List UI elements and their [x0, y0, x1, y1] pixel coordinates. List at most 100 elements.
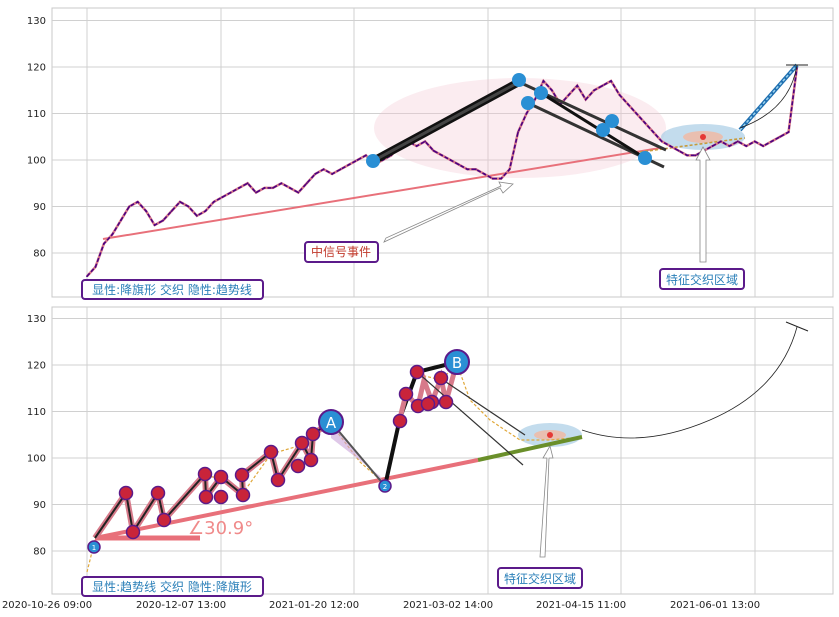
x-axis-tick-labels: 2020-10-26 09:00 2020-12-07 13:00 2021-01-… [2, 600, 760, 611]
y-tick-label: 80 [33, 249, 46, 260]
price-point [170, 210, 173, 213]
bottom-pattern-label-box: 显性:趋势线 交织 隐性:降旗形 [81, 576, 264, 597]
note-marker [156, 512, 172, 528]
top-trend-line [102, 147, 661, 240]
price-point [424, 140, 426, 143]
price-point [770, 140, 773, 143]
top-weave-zone-arrow [695, 146, 711, 263]
price-point [86, 275, 88, 278]
y-tick-label: 100 [27, 454, 46, 465]
price-point [195, 214, 198, 217]
flag-upper-rail-bottom [439, 377, 526, 436]
price-point [229, 191, 232, 194]
note-marker [433, 370, 449, 386]
flag-lower-rail-bottom [416, 371, 524, 466]
price-point [221, 196, 224, 199]
top-panel: 80 90 100 110 120 130 [27, 7, 834, 300]
price-point [593, 89, 596, 92]
price-point [736, 140, 739, 143]
price-point [753, 140, 756, 143]
y-tick-label: 110 [27, 407, 46, 418]
note-marker [294, 435, 310, 451]
price-point [356, 159, 359, 161]
price-point [153, 224, 156, 227]
note-marker [270, 472, 286, 488]
signal-event-arrow [383, 181, 514, 243]
flag-marker-end [638, 151, 652, 165]
price-point [288, 187, 291, 189]
bottom-weave-zone-arrow [539, 444, 554, 558]
price-point [483, 173, 486, 175]
flag-inner-rail [540, 91, 646, 160]
price-point [280, 182, 283, 185]
price-point [339, 168, 342, 171]
price-point [119, 219, 122, 222]
price-point [128, 205, 131, 208]
price-point [627, 103, 629, 106]
flag-marker-4 [596, 123, 610, 137]
price-point [263, 187, 266, 189]
y-tick-label: 100 [27, 156, 46, 167]
note-marker [125, 524, 141, 540]
price-point [694, 154, 697, 157]
note-marker [150, 485, 166, 501]
note-marker [290, 458, 306, 474]
price-point [204, 210, 207, 213]
note-marker [438, 394, 454, 410]
x-tick-label: 2021-06-01 13:00 [670, 600, 760, 611]
marker-1: 1 [87, 540, 101, 554]
y-tick-label: 90 [33, 202, 46, 213]
y-tick-label: 90 [33, 500, 46, 511]
flag-marker-2 [521, 96, 535, 110]
top-trend-extension [639, 137, 746, 153]
zigzag-line [94, 421, 332, 539]
marker-1-label: 1 [92, 544, 96, 552]
price-point [787, 131, 790, 134]
price-point [711, 145, 714, 147]
price-point [331, 173, 334, 175]
note-marker [392, 413, 408, 429]
note-marker [420, 396, 436, 412]
marker-A-label: A [326, 414, 337, 432]
price-point [610, 80, 612, 82]
note-marker [235, 487, 251, 503]
price-point [643, 121, 646, 124]
y-tick-label: 110 [27, 109, 46, 120]
price-point [669, 145, 672, 147]
price-point [474, 168, 477, 171]
marker-2-label: 2 [383, 483, 387, 491]
note-marker [234, 467, 250, 483]
price-point [441, 154, 443, 157]
price-point [525, 112, 528, 115]
flag-marker-5 [605, 114, 619, 128]
note-marker [198, 489, 214, 505]
price-point [348, 163, 350, 166]
top-plot-frame [51, 7, 834, 298]
price-point [500, 177, 503, 180]
note-marker [213, 489, 229, 505]
signal-event-label: 中信号事件 [311, 244, 371, 259]
bottom-plot-frame [51, 306, 834, 595]
flag-marker-3 [534, 86, 548, 100]
flag-pole-inner [372, 80, 520, 163]
price-point [136, 200, 139, 203]
note-marker [197, 466, 213, 482]
x-tick-label: 2020-10-26 09:00 [2, 600, 92, 611]
price-point [458, 163, 460, 166]
price-point [686, 154, 689, 157]
signal-event-label-box: 中信号事件 [304, 241, 379, 263]
bottom-pattern-label: 显性:趋势线 交织 隐性:降旗形 [92, 579, 252, 594]
price-point [576, 84, 579, 87]
y-tick-label: 130 [27, 314, 46, 325]
price-point [255, 191, 257, 194]
price-point [238, 187, 241, 189]
price-point [449, 159, 452, 161]
y-tick-label: 120 [27, 361, 46, 372]
y-tick-label: 80 [33, 547, 46, 558]
price-point [272, 187, 274, 189]
marker-B-label: B [452, 354, 462, 372]
price-point [491, 177, 494, 180]
wedge-edge-upper [330, 421, 386, 487]
price-point [297, 191, 300, 194]
marker-B: B [444, 349, 470, 375]
